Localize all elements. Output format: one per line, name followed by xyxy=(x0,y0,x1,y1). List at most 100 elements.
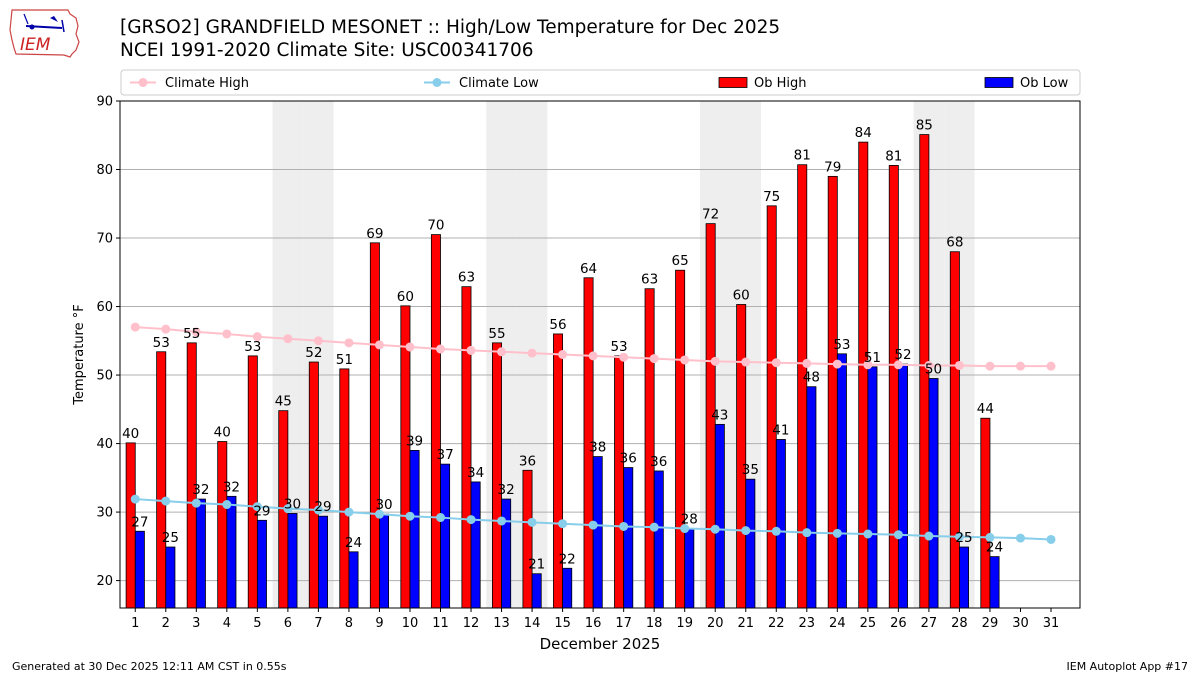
ob-high-bar xyxy=(949,251,960,609)
weekend-band-21 xyxy=(730,101,762,608)
ob-low-bar xyxy=(623,467,634,609)
ob-low-label: 24 xyxy=(986,540,1003,556)
ob-high-bar xyxy=(492,342,502,609)
y-tick-label: 20 xyxy=(96,574,113,589)
ob-high-bar xyxy=(675,269,686,609)
climate-low-point xyxy=(252,502,262,512)
climate-low-point xyxy=(771,526,781,536)
ob-low-bar xyxy=(867,366,878,609)
ob-low-label: 48 xyxy=(803,370,820,386)
climate-low-point xyxy=(893,530,903,540)
ob-low-bar xyxy=(806,386,817,609)
climate-low-point xyxy=(161,496,171,506)
climate-high-point xyxy=(710,356,720,366)
legend-ob-low-label: Ob Low xyxy=(1020,76,1069,91)
climate-high-point xyxy=(527,348,537,358)
weekend-band-6 xyxy=(272,101,304,608)
x-tick-label: 24 xyxy=(829,616,846,631)
weekend-band-27 xyxy=(913,101,945,608)
ob-high-bar xyxy=(553,333,564,609)
climate-low-point xyxy=(863,529,873,539)
x-tick-label: 14 xyxy=(524,616,541,631)
logo-text: IEM xyxy=(20,35,51,55)
ob-low-bar xyxy=(959,546,969,609)
y-tick-label: 90 xyxy=(96,95,113,110)
ob-low-label: 35 xyxy=(742,462,759,478)
climate-high-point xyxy=(863,360,873,370)
ob-low-bar xyxy=(714,423,725,609)
ob-low-label: 36 xyxy=(620,451,637,467)
climate-low-point xyxy=(832,528,842,538)
climate-high-point xyxy=(497,347,507,357)
x-tick-label: 29 xyxy=(982,616,999,631)
ob-low-label: 21 xyxy=(528,557,545,573)
x-tick-label: 13 xyxy=(493,616,510,631)
ob-high-bar xyxy=(797,164,808,609)
weekend-band-13 xyxy=(486,101,517,608)
ob-high-label: 64 xyxy=(580,261,597,277)
x-tick-label: 5 xyxy=(253,616,261,631)
ob-high-label: 55 xyxy=(488,326,505,342)
climate-low-point xyxy=(741,526,751,536)
ob-low-bar xyxy=(897,363,908,609)
ob-high-label: 72 xyxy=(702,207,719,223)
climate-low-point xyxy=(191,498,201,508)
ob-low-bar xyxy=(836,353,847,609)
climate-low-point xyxy=(588,520,598,530)
ob-low-label: 32 xyxy=(223,479,240,495)
ob-low-bar xyxy=(409,450,420,609)
climate-high-point xyxy=(283,334,293,344)
legend-ob-low-swatch xyxy=(984,77,1014,88)
x-tick-label: 9 xyxy=(375,616,383,631)
climate-low-point xyxy=(344,507,354,517)
x-tick-label: 23 xyxy=(799,616,816,631)
climate-high-point xyxy=(680,355,690,365)
ob-high-bar xyxy=(614,355,625,609)
ob-high-label: 69 xyxy=(366,226,383,242)
climate-low-point xyxy=(374,509,384,519)
bar-labels: 40 27 53 25 55 32 40 32 53 29 45 30 52 29 51 24 69 30 60 39… xyxy=(122,118,1003,573)
ob-high-bar xyxy=(278,410,289,609)
weekend-band-20 xyxy=(699,101,731,608)
x-tick-label: 1 xyxy=(131,616,139,631)
ob-low-label: 41 xyxy=(772,422,789,438)
x-tick-label: 28 xyxy=(951,616,968,631)
weekend-shading xyxy=(272,101,975,608)
climate-high-point xyxy=(893,360,903,370)
x-tick-label: 6 xyxy=(284,616,292,631)
ob-low-label: 36 xyxy=(650,454,667,470)
ob-low-bar xyxy=(348,551,359,609)
footer-app: IEM Autoplot App #17 xyxy=(1066,660,1189,673)
climate-high-point xyxy=(252,332,262,342)
x-tick-label: 21 xyxy=(737,616,754,631)
climate-high-point xyxy=(313,336,323,346)
weekend-band-28 xyxy=(944,101,975,608)
x-tick-label: 16 xyxy=(585,616,602,631)
ob-low-bar xyxy=(745,478,756,609)
ob-high-label: 36 xyxy=(519,453,536,469)
ob-low-bar xyxy=(226,495,237,609)
ob-low-bar xyxy=(287,513,298,609)
climate-high-point xyxy=(344,338,354,348)
ob-low-label: 32 xyxy=(192,482,209,498)
ob-low-bar xyxy=(928,378,939,609)
ob-low-bar xyxy=(531,573,542,609)
ob-high-label: 65 xyxy=(672,253,689,269)
ob-high-label: 53 xyxy=(244,339,261,355)
ob-low-label: 50 xyxy=(925,361,942,377)
ob-high-bar xyxy=(369,242,380,609)
chart-title: [GRSO2] GRANDFIELD MESONET :: High/Low T… xyxy=(120,17,781,38)
ob-high-label: 81 xyxy=(885,148,902,164)
legend-climate-high-label: Climate High xyxy=(165,76,249,91)
ob-low-bar xyxy=(653,470,664,609)
ob-high-label: 56 xyxy=(549,317,566,333)
weekend-band-14 xyxy=(516,101,548,608)
plot-frame xyxy=(119,100,1081,609)
climate-high-point xyxy=(558,350,568,359)
ob-high-label: 79 xyxy=(824,159,841,175)
ob-low-label: 37 xyxy=(436,447,453,463)
y-tick-label: 30 xyxy=(96,506,113,521)
climate-low-point xyxy=(680,524,690,534)
